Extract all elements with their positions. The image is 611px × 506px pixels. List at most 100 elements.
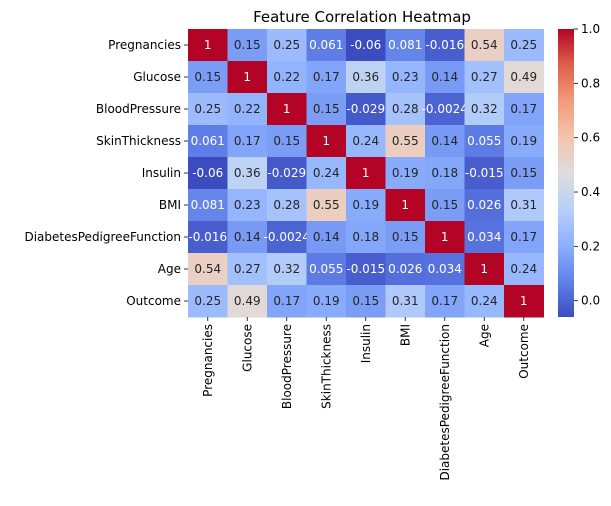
cell-value-label: 0.49 [510, 70, 537, 84]
colorbar-tick-label: 0.6 [581, 131, 600, 145]
heatmap-cell [504, 157, 544, 190]
cell-value-label: 1 [520, 294, 528, 308]
colorbar-gradient [558, 29, 574, 317]
column-tick-label: BloodPressure [280, 324, 294, 409]
cell-value-label: -0.015 [346, 262, 385, 276]
cell-value-label: 0.32 [273, 262, 300, 276]
cell-value-label: 0.19 [392, 166, 419, 180]
heatmap-cell [306, 93, 347, 126]
heatmap-cell [188, 93, 228, 126]
cell-value-label: 0.25 [194, 102, 221, 116]
heatmap-cell [425, 157, 465, 190]
cell-value-label: 0.081 [388, 38, 422, 52]
heatmap-cell [425, 253, 465, 286]
cell-value-label: -0.0024 [422, 102, 468, 116]
heatmap-cell [267, 221, 307, 254]
colorbar-tick-label: 0.2 [581, 239, 600, 253]
heatmap-cell [346, 285, 386, 318]
heatmap-cell [188, 189, 228, 222]
cell-value-label: 1 [362, 166, 370, 180]
cell-value-label: 0.17 [234, 134, 261, 148]
heatmap-cell [464, 125, 505, 158]
heatmap-cell [346, 221, 386, 254]
cell-value-label: 0.14 [431, 70, 458, 84]
heatmap-cell [385, 221, 426, 254]
heatmap-cell [306, 29, 347, 62]
cell-value-label: -0.016 [425, 38, 464, 52]
heatmap-cell [346, 253, 386, 286]
row-tick-label: Outcome [126, 294, 181, 308]
row-tick-label: Insulin [142, 166, 181, 180]
cell-value-label: 0.24 [510, 262, 537, 276]
heatmap-cell [425, 221, 465, 254]
cell-value-label: 0.31 [392, 294, 419, 308]
cell-value-label: 0.36 [352, 70, 379, 84]
heatmap-cell [188, 157, 228, 190]
colorbar: 0.0 0.2 0.4 0.6 0.8 1.0 [558, 22, 600, 317]
heatmap-cell [188, 253, 228, 286]
heatmap-cell [504, 221, 544, 254]
chart-title: Feature Correlation Heatmap [253, 8, 471, 26]
cell-value-label: 0.034 [428, 262, 462, 276]
heatmap-cell [504, 285, 544, 318]
heatmap-cell [346, 189, 386, 222]
cell-value-label: 0.27 [471, 70, 498, 84]
column-tick-label: SkinThickness [319, 324, 333, 409]
heatmap-cell [464, 221, 505, 254]
cell-value-label: 0.15 [510, 166, 537, 180]
heatmap-cell [346, 157, 386, 190]
heatmap-cell [464, 189, 505, 222]
heatmap-cell [425, 61, 465, 94]
heatmap-cell [267, 189, 307, 222]
heatmap-cell [385, 125, 426, 158]
cell-value-label: 0.15 [273, 134, 300, 148]
heatmap-cell [385, 285, 426, 318]
heatmap-cell [425, 189, 465, 222]
colorbar-tick-label: 1.0 [581, 22, 600, 36]
cell-value-label: -0.029 [346, 102, 385, 116]
cell-value-label: 0.32 [471, 102, 498, 116]
cell-value-label: 0.15 [313, 102, 340, 116]
cell-value-label: 0.31 [510, 198, 537, 212]
heatmap-cell [227, 189, 268, 222]
cell-value-label: 0.55 [313, 198, 340, 212]
heatmap-cell [267, 157, 307, 190]
cell-value-label: -0.016 [188, 230, 227, 244]
cell-value-label: 0.54 [471, 38, 498, 52]
heatmap-cell [504, 189, 544, 222]
cell-value-label: -0.0024 [264, 230, 310, 244]
cell-value-label: 0.36 [234, 166, 261, 180]
row-tick-label: Pregnancies [108, 38, 181, 52]
row-tick-label: BloodPressure [96, 102, 181, 116]
heatmap-cell [227, 157, 268, 190]
heatmap-cell [464, 285, 505, 318]
heatmap-cell [267, 253, 307, 286]
heatmap-cell [306, 125, 347, 158]
cell-value-label: 0.15 [431, 198, 458, 212]
cell-value-label: 0.034 [467, 230, 501, 244]
cell-value-label: 0.28 [392, 102, 419, 116]
heatmap-cell [346, 61, 386, 94]
row-tick-label: DiabetesPedigreeFunction [24, 230, 181, 244]
cell-value-label: 0.54 [194, 262, 221, 276]
cell-value-label: 1 [322, 134, 330, 148]
cell-value-label: -0.029 [267, 166, 306, 180]
cell-value-label: 0.19 [352, 198, 379, 212]
heatmap-cell [425, 29, 465, 62]
cell-value-label: 0.17 [273, 294, 300, 308]
heatmap-cell [188, 285, 228, 318]
heatmap-cell [504, 125, 544, 158]
heatmap-cell [227, 29, 268, 62]
heatmap-cell [464, 157, 505, 190]
heatmap-cell [425, 93, 465, 126]
heatmap-cell [504, 93, 544, 126]
cell-value-label: -0.06 [192, 166, 223, 180]
cell-value-label: 0.15 [194, 70, 221, 84]
cell-value-label: 0.14 [431, 134, 458, 148]
cell-value-label: 0.18 [431, 166, 458, 180]
heatmap-cell [227, 125, 268, 158]
heatmap-cell [227, 253, 268, 286]
cell-value-label: -0.015 [465, 166, 504, 180]
cell-value-label: 0.25 [510, 38, 537, 52]
cell-value-label: 1 [441, 230, 449, 244]
